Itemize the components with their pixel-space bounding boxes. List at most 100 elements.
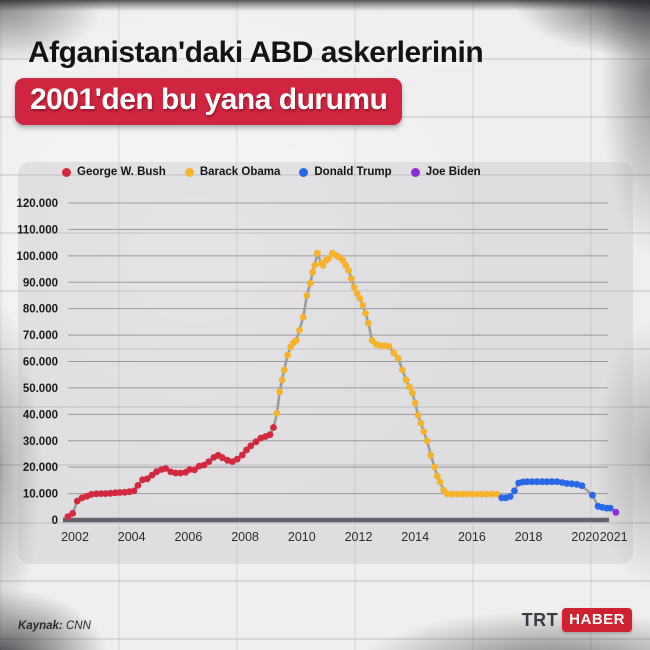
data-point-obama — [314, 249, 321, 257]
y-tick-label: 50.000 — [23, 383, 58, 395]
data-point-obama — [356, 295, 364, 302]
y-tick-label: 100.000 — [16, 251, 58, 263]
data-point-obama — [299, 313, 307, 321]
y-tick-label: 110.000 — [17, 224, 58, 236]
data-point-bush — [69, 510, 77, 517]
data-point-obama — [309, 268, 316, 276]
data-point-obama — [436, 478, 444, 486]
data-point-obama — [359, 301, 367, 309]
data-point-obama — [385, 343, 393, 350]
logo-haber-badge: HABER — [562, 608, 632, 632]
data-point-obama — [493, 490, 501, 498]
data-point-obama — [448, 490, 456, 498]
data-point-bush — [107, 489, 114, 497]
data-point-obama — [399, 366, 406, 374]
data-point-trump — [573, 480, 581, 488]
data-point-bush — [205, 458, 213, 465]
bush-legend-dot-icon — [62, 167, 71, 177]
data-point-trump — [606, 504, 614, 512]
biden-legend-dot-icon — [410, 167, 420, 177]
legend-item-biden: Joe Biden — [410, 166, 481, 178]
data-point-bush — [186, 466, 194, 473]
data-point-obama — [303, 292, 311, 299]
x-tick-label: 2002 — [61, 530, 89, 544]
data-point-obama — [478, 490, 486, 498]
logo-trt-text: TRT — [521, 609, 559, 630]
data-point-bush — [162, 465, 170, 472]
data-point-bush — [247, 442, 255, 450]
data-point-biden — [612, 508, 620, 516]
data-point-bush — [130, 487, 138, 495]
data-point-obama — [276, 388, 284, 396]
data-point-obama — [473, 490, 481, 498]
data-point-trump — [538, 478, 546, 486]
x-tick-label: 2008 — [231, 530, 259, 544]
y-tick-label: 10.000 — [23, 489, 58, 501]
data-point-trump — [563, 480, 571, 487]
legend-label-obama: Barack Obama — [199, 166, 281, 178]
data-point-obama — [420, 428, 428, 435]
data-point-bush — [134, 482, 142, 489]
data-point-bush — [116, 489, 124, 496]
y-tick-label: 120.000 — [16, 198, 58, 210]
data-point-obama — [292, 337, 300, 344]
data-point-obama — [463, 490, 471, 498]
data-point-obama — [411, 399, 419, 407]
data-point-bush — [73, 497, 81, 505]
data-point-bush — [270, 424, 277, 431]
data-point-obama — [296, 326, 303, 334]
data-point-obama — [350, 283, 358, 291]
data-point-obama — [345, 267, 352, 274]
data-point-obama — [433, 472, 441, 480]
data-point-obama — [325, 255, 333, 262]
data-point-obama — [443, 490, 451, 498]
data-point-obama — [280, 366, 288, 374]
page-title: Afganistan'daki ABD askerlerinin — [28, 36, 484, 69]
x-tick-label: 2006 — [174, 530, 202, 544]
source-label: Kaynak: — [18, 620, 63, 632]
chart-legend: George W. Bush Barack Obama Donald Trump Jo… — [62, 166, 481, 178]
data-point-trump — [548, 478, 556, 486]
y-tick-label: 90.000 — [23, 277, 58, 289]
data-point-trump — [553, 478, 561, 486]
x-tick-label: 2012 — [345, 530, 373, 544]
x-tick-label: 2016 — [458, 530, 486, 544]
data-point-trump — [543, 478, 551, 486]
data-point-obama — [453, 490, 461, 498]
data-point-bush — [191, 466, 199, 474]
legend-label-trump: Donald Trump — [314, 166, 392, 178]
legend-item-obama: Barack Obama — [184, 166, 281, 178]
data-point-obama — [311, 261, 318, 269]
data-point-bush — [219, 454, 226, 462]
data-point-obama — [278, 376, 286, 384]
data-point-obama — [483, 490, 490, 498]
data-point-bush — [64, 513, 72, 520]
data-point-obama — [284, 351, 291, 359]
data-point-obama — [488, 490, 496, 498]
data-point-obama — [353, 289, 361, 297]
x-tick-label: 2018 — [515, 530, 543, 544]
data-point-obama — [417, 419, 425, 427]
data-point-obama — [348, 275, 355, 282]
data-point-trump — [533, 478, 541, 486]
data-point-obama — [365, 319, 372, 327]
data-point-bush — [102, 490, 109, 497]
x-tick-label: 2014 — [401, 530, 429, 544]
data-point-trump — [506, 493, 514, 500]
data-point-bush — [266, 431, 274, 439]
legend-item-trump: Donald Trump — [299, 166, 392, 178]
data-point-trump — [568, 480, 576, 488]
obama-legend-dot-icon — [184, 167, 194, 177]
data-point-bush — [200, 461, 208, 469]
data-point-obama — [406, 383, 413, 391]
data-point-obama — [409, 389, 416, 397]
data-point-bush — [177, 469, 184, 477]
data-point-bush — [243, 446, 250, 454]
y-tick-label: 30.000 — [23, 436, 58, 448]
x-tick-label: 2020 — [571, 530, 599, 544]
data-point-obama — [306, 279, 314, 287]
x-tick-label: 2010 — [288, 530, 316, 544]
data-point-obama — [319, 261, 327, 269]
data-point-bush — [238, 451, 246, 459]
